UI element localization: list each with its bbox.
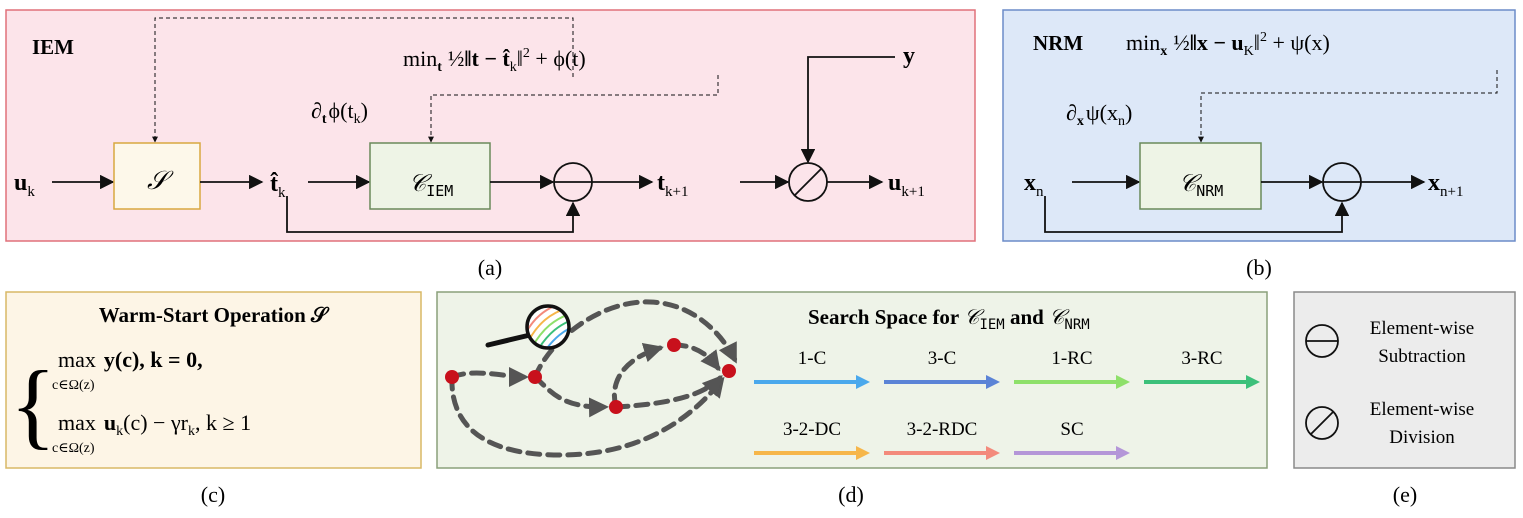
case-2: max uk(c) − γrk, k ≥ 1 — [58, 410, 251, 439]
op-arrowhead-3-rc — [1246, 375, 1260, 389]
cases-brace: { — [10, 351, 56, 458]
op-arrowhead-3-2-dc — [856, 446, 870, 460]
panel-e-background — [1293, 291, 1516, 469]
op-arrowhead-sc — [1116, 446, 1130, 460]
nrm-output-x: xn+1 — [1428, 170, 1463, 200]
iem-t-hat: t̂k — [270, 171, 286, 201]
op-label-1-c: 1-C — [798, 348, 827, 369]
nrm-input-x: xn — [1024, 170, 1044, 200]
edge-7 — [613, 375, 723, 410]
iem-skip-connection — [286, 196, 581, 233]
iem-output-u: uk+1 — [888, 170, 925, 200]
graph-node-2 — [528, 370, 542, 384]
panel-a-label: IEM — [32, 35, 74, 59]
division-legend-slash — [1310, 411, 1334, 435]
iem-objective: mint ½‖t − t̂k‖2 + ϕ(t) — [403, 46, 586, 75]
conv-block-iem-label: 𝒞IEM — [409, 171, 454, 200]
panel-c-warm-start: Warm-Start Operation 𝒮 { max y(c), k = 0,… — [5, 291, 422, 469]
panel-d-title: Search Space for 𝒞IEM and 𝒞NRM — [808, 305, 1090, 333]
nrm-skip-connection — [1044, 196, 1350, 233]
panel-a-iem: IEM mint ½‖t − t̂k‖2 + ϕ(t) ∂tϕ(tk) uk 𝒮 … — [5, 9, 976, 242]
iem-input-u: uk — [14, 170, 35, 200]
warm-start-block — [113, 142, 201, 210]
arrow-y-to-div — [800, 56, 895, 164]
subtraction-legend-label-1: Element-wise — [1370, 318, 1474, 339]
graph-node-5 — [722, 364, 736, 378]
op-arrowhead-1-c — [856, 375, 870, 389]
panel-c-background — [5, 291, 422, 469]
op-legend: 1-C 3-C 1-RC 3-RC 3-2-DC 3-2-RDC SC — [754, 348, 1260, 460]
op-arrowhead-1-rc — [1116, 375, 1130, 389]
edge-2 — [449, 374, 725, 458]
conv-block-iem — [369, 142, 491, 210]
iem-feedback-dashed — [152, 17, 574, 143]
caption-c: (c) — [201, 482, 225, 507]
op-label-3-rc: 3-RC — [1181, 348, 1222, 369]
iem-y-input: y — [903, 43, 915, 69]
conv-block-nrm — [1139, 142, 1262, 210]
op-label-3-2-rdc: 3-2-RDC — [907, 419, 978, 440]
division-legend-label-2: Division — [1389, 427, 1455, 448]
op-arrowhead-3-2-rdc — [986, 446, 1000, 460]
division-legend-label-1: Element-wise — [1370, 399, 1474, 420]
division-slash — [794, 168, 822, 196]
panel-d-search-space: Search Space for 𝒞IEM and 𝒞NRM — [436, 291, 1268, 469]
panel-b-label: NRM — [1033, 31, 1083, 55]
caption-d: (d) — [838, 482, 864, 507]
nrm-objective: minx ½‖x − uK‖2 + ψ(x) — [1126, 30, 1330, 59]
op-label-3-2-dc: 3-2-DC — [783, 419, 841, 440]
op-arrowhead-3-c — [986, 375, 1000, 389]
graph-node-1 — [445, 370, 459, 384]
nrm-grad-dashed — [1198, 70, 1498, 143]
division-legend-icon — [1305, 406, 1339, 440]
case-1: max y(c), k = 0, — [58, 347, 203, 372]
graph-node-3 — [609, 400, 623, 414]
case-2-under: c∈Ω(z) — [52, 441, 95, 456]
iem-t-next: tk+1 — [657, 170, 688, 200]
edge-3 — [532, 299, 738, 380]
caption-e: (e) — [1393, 482, 1417, 507]
caption-a: (a) — [478, 255, 502, 280]
subtraction-legend-label-2: Subtraction — [1378, 346, 1466, 367]
panel-c-title: Warm-Start Operation 𝒮 — [99, 303, 330, 327]
graph-node-4 — [667, 338, 681, 352]
iem-gradient: ∂tϕ(tk) — [311, 98, 368, 127]
panel-b-nrm: NRM minx ½‖x − uK‖2 + ψ(x) ∂xψ(xn) xn 𝒞NR… — [1002, 9, 1516, 242]
op-label-1-rc: 1-RC — [1051, 348, 1092, 369]
panel-e-legend: Element-wise Subtraction Element-wise Di… — [1293, 291, 1516, 469]
iem-grad-dashed — [428, 75, 719, 143]
op-label-3-c: 3-C — [928, 348, 957, 369]
case-1-under: c∈Ω(z) — [52, 378, 95, 393]
caption-b: (b) — [1246, 255, 1272, 280]
op-label-sc: SC — [1060, 419, 1083, 440]
nrm-gradient: ∂xψ(xn) — [1066, 100, 1132, 129]
magnifier-icon — [485, 304, 571, 350]
